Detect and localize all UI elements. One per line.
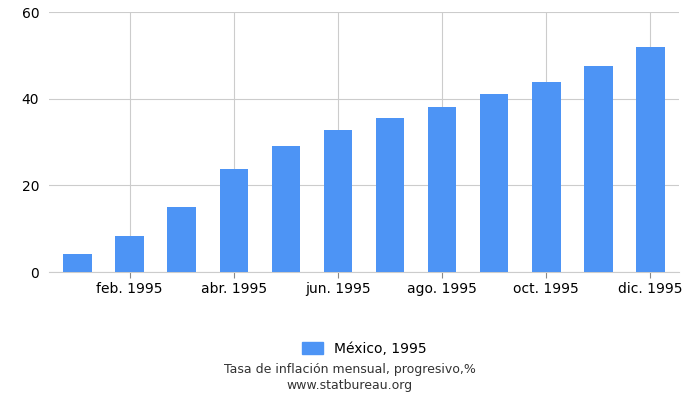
Text: www.statbureau.org: www.statbureau.org [287, 380, 413, 392]
Bar [532, 82, 561, 272]
Bar [323, 130, 352, 272]
Bar [636, 47, 665, 272]
Bar [584, 66, 612, 272]
Bar [376, 118, 405, 272]
Bar [167, 207, 196, 272]
Text: Tasa de inflación mensual, progresivo,%: Tasa de inflación mensual, progresivo,% [224, 364, 476, 376]
Bar [428, 107, 456, 272]
Bar [116, 236, 144, 272]
Legend: México, 1995: México, 1995 [296, 336, 432, 361]
Bar [220, 169, 248, 272]
Bar [480, 94, 508, 272]
Bar [272, 146, 300, 272]
Bar [63, 254, 92, 272]
